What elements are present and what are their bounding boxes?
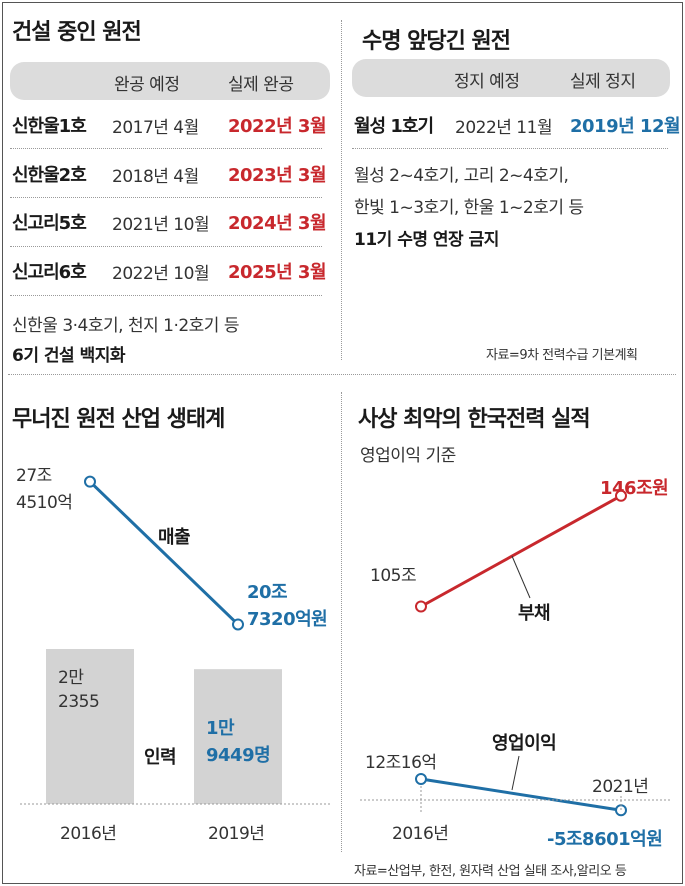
debt-2016-label: 105조: [370, 566, 417, 586]
sales-point: [84, 475, 96, 488]
kepco-x-tick: 2021년: [592, 777, 649, 797]
kepco-title: 사상 최악의 한국전력 실적: [358, 407, 591, 432]
op-income-point: [615, 804, 627, 817]
construction-note: 신한울 3·4호기, 천지 1·2호기 등: [12, 316, 240, 336]
footer-source: 자료=산업부, 한전, 원자력 산업 실태 조사,알리오 등: [354, 864, 627, 879]
extension-row-actual: 2019년 12월: [570, 116, 681, 137]
construction-row-actual: 2024년 3월: [228, 213, 327, 234]
workforce-2016-label-line1: 2만: [58, 668, 84, 688]
horizontal-divider: [8, 374, 676, 375]
kepco-x-tick: 2016년: [392, 824, 449, 844]
extension-note-bold: 11기 수명 연장 금지: [354, 230, 499, 250]
sales-2019-label-line1: 20조: [247, 582, 288, 603]
construction-row-name: 신고리5호: [12, 213, 87, 234]
row-divider: [10, 148, 322, 149]
kepco-subtitle: 영업이익 기준: [360, 446, 456, 466]
workforce-bar: [194, 669, 282, 804]
debt-series-label: 부채: [518, 603, 551, 624]
extension-source: 자료=9차 전력수급 기본계획: [486, 348, 638, 363]
op-income-line: [420, 777, 622, 812]
extension-row-name: 월성 1호기: [354, 116, 434, 137]
construction-row-name: 신한울2호: [12, 165, 87, 186]
construction-row-name: 신고리6호: [12, 262, 87, 283]
debt-label-leader: [511, 555, 531, 599]
op-income-series-label: 영업이익: [492, 733, 557, 754]
vertical-divider: [341, 392, 342, 852]
row-divider: [10, 295, 322, 296]
row-divider: [10, 197, 322, 198]
extension-note-line: 월성 2~4호기, 고리 2~4호기,: [354, 166, 569, 186]
industry-x-tick: 2016년: [60, 824, 117, 844]
extension-title: 수명 앞당긴 원전: [362, 29, 511, 54]
construction-row-actual: 2022년 3월: [228, 116, 327, 137]
workforce-series-label: 인력: [144, 747, 177, 768]
extension-note-line: 한빛 1~3호기, 한울 1~2호기 등: [354, 198, 584, 218]
sales-2016-label-line2: 4510억: [16, 493, 73, 513]
sales-2016-label-line1: 27조: [16, 466, 52, 486]
industry-x-tick: 2019년: [208, 824, 265, 844]
workforce-bar: [46, 649, 134, 804]
construction-row-planned: 2018년 4월: [112, 167, 199, 187]
construction-header-actual: 실제 완공: [228, 75, 294, 95]
construction-note-bold: 6기 건설 백지화: [12, 346, 126, 366]
workforce-2019-label-line2: 9449명: [206, 745, 271, 766]
construction-row-planned: 2022년 10월: [112, 264, 210, 284]
debt-point: [415, 600, 427, 613]
sales-line: [88, 480, 240, 626]
vertical-divider: [341, 20, 342, 360]
op-income-label-leader: [511, 755, 520, 791]
extension-header-planned: 정지 예정: [454, 72, 520, 92]
construction-row-actual: 2023년 3월: [228, 165, 327, 186]
industry-title: 무너진 원전 산업 생태계: [12, 407, 225, 432]
op-income-point: [415, 772, 427, 785]
construction-header-planned: 완공 예정: [114, 75, 180, 95]
row-divider: [10, 246, 322, 247]
construction-title: 건설 중인 원전: [12, 20, 142, 45]
sales-2019-label-line2: 7320억원: [247, 609, 328, 630]
sales-series-label: 매출: [158, 527, 191, 548]
construction-row-planned: 2021년 10월: [112, 215, 210, 235]
workforce-2019-label-line1: 1만: [206, 718, 235, 739]
op-income-2016-label: 12조16억: [365, 753, 437, 773]
row-divider: [352, 148, 668, 149]
construction-header-bar: 완공 예정 실제 완공: [10, 62, 330, 100]
debt-point: [615, 489, 627, 502]
extension-row-planned: 2022년 11월: [455, 118, 553, 138]
extension-header-bar: 정지 예정 실제 정지: [352, 59, 670, 97]
op-income-2021-label: -5조8601억원: [547, 829, 663, 850]
debt-line: [420, 494, 622, 608]
construction-row-planned: 2017년 4월: [112, 118, 199, 138]
construction-row-actual: 2025년 3월: [228, 262, 327, 283]
construction-row-name: 신한울1호: [12, 116, 87, 137]
extension-header-actual: 실제 정지: [570, 72, 636, 92]
workforce-2016-label-line2: 2355: [58, 692, 100, 712]
sales-point: [232, 618, 244, 631]
